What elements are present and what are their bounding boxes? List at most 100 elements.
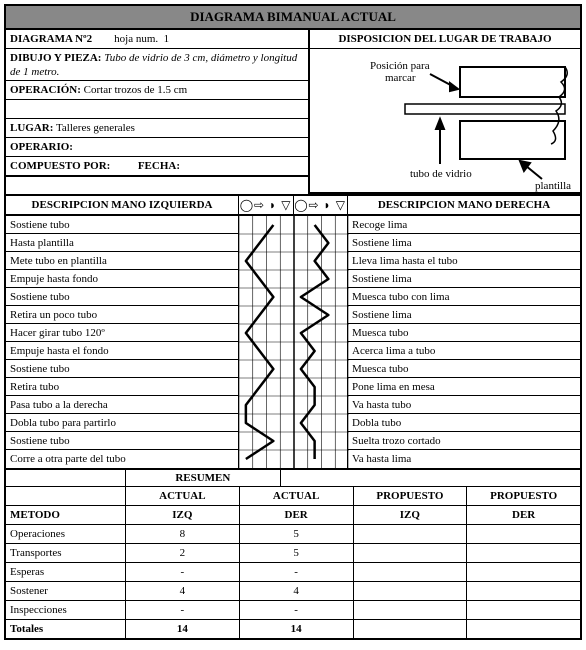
operacion-text: Cortar trozos de 1.5 cm	[84, 84, 188, 96]
step-right: Muesca tubo	[348, 360, 580, 378]
description-header: DESCRIPCION MANO IZQUIERDA ◯⇨◗▽ ◯⇨◗▽ DES…	[6, 194, 580, 216]
summary-cell: Operaciones	[6, 525, 126, 543]
document-frame: DIAGRAMA BIMANUAL ACTUAL DIAGRAMA Nº2 ho…	[4, 4, 582, 640]
fecha-label: FECHA:	[138, 160, 180, 172]
summary-cell: 14	[240, 620, 354, 638]
step-right: Pone lima en mesa	[348, 378, 580, 396]
summary-row: ACTUALACTUALPROPUESTOPROPUESTO	[6, 487, 580, 506]
summary-cell: -	[126, 601, 240, 619]
summary-cell: 5	[240, 525, 354, 543]
resumen-header: RESUMEN	[6, 470, 580, 487]
header-right: DISPOSICION DEL LUGAR DE TRABAJO Posició…	[310, 30, 580, 194]
summary-cell: IZQ	[354, 506, 468, 524]
symbol-icon: ▽	[280, 198, 292, 213]
summary-cell: METODO	[6, 506, 126, 524]
hoja-label: hoja num.	[114, 33, 158, 45]
step-right: Sostiene lima	[348, 306, 580, 324]
summary-cell: Esperas	[6, 563, 126, 581]
step-left: Sostiene tubo	[6, 432, 238, 450]
summary-cell	[467, 525, 580, 543]
step-left: Pasa tubo a la derecha	[6, 396, 238, 414]
lugar-label: LUGAR:	[10, 122, 53, 134]
zigzag-chart	[239, 216, 349, 468]
step-right: Suelta trozo cortado	[348, 432, 580, 450]
step-left: Empuje hasta el fondo	[6, 342, 238, 360]
summary-cell: Inspecciones	[6, 601, 126, 619]
step-right: Muesca tubo	[348, 324, 580, 342]
step-left: Corre a otra parte del tubo	[6, 450, 238, 468]
lugar-text: Talleres generales	[56, 122, 135, 134]
summary-cell: 4	[240, 582, 354, 600]
step-left: Sostiene tubo	[6, 360, 238, 378]
desc-right-title: DESCRIPCION MANO DERECHA	[348, 196, 580, 214]
step-right: Acerca lima a tubo	[348, 342, 580, 360]
step-left: Hacer girar tubo 120º	[6, 324, 238, 342]
symbol-icon: ◯	[240, 198, 252, 213]
summary-cell: -	[240, 601, 354, 619]
steps-left-col: Sostiene tuboHasta plantillaMete tubo en…	[6, 216, 238, 468]
header-row: DIAGRAMA Nº2 hoja num. 1 DIBUJO Y PIEZA:…	[6, 30, 580, 194]
blank-cell	[6, 100, 308, 119]
title-bar: DIAGRAMA BIMANUAL ACTUAL	[6, 6, 580, 30]
steps-chart	[238, 216, 348, 468]
summary-cell	[354, 563, 468, 581]
steps-section: Sostiene tuboHasta plantillaMete tubo en…	[6, 216, 580, 470]
summary-cell	[467, 544, 580, 562]
summary-body: ACTUALACTUALPROPUESTOPROPUESTOMETODO IZQD…	[6, 487, 580, 638]
step-right: Sostiene lima	[348, 234, 580, 252]
operacion-label: OPERACIÓN:	[10, 84, 81, 96]
summary-cell: DER	[240, 506, 354, 524]
plantilla-label: plantilla	[535, 180, 571, 192]
step-right: Va hasta tubo	[348, 396, 580, 414]
summary-cell: 4	[126, 582, 240, 600]
summary-cell	[354, 525, 468, 543]
lugar-cell: LUGAR: Talleres generales	[6, 119, 308, 138]
step-right: Muesca tubo con lima	[348, 288, 580, 306]
summary-row: Inspecciones--	[6, 601, 580, 620]
diagrama-label: DIAGRAMA Nº2	[10, 33, 92, 45]
summary-cell: 5	[240, 544, 354, 562]
summary-cell: -	[240, 563, 354, 581]
summary-row: Totales1414	[6, 620, 580, 638]
step-left: Retira un poco tubo	[6, 306, 238, 324]
summary-cell: 2	[126, 544, 240, 562]
summary-cell: PROPUESTO	[354, 487, 468, 505]
tubo-label: tubo de vidrio	[410, 168, 472, 180]
step-right: Sostiene lima	[348, 270, 580, 288]
summary-cell: Transportes	[6, 544, 126, 562]
summary-cell: 14	[126, 620, 240, 638]
diagrama-cell: DIAGRAMA Nº2 hoja num. 1	[6, 30, 308, 49]
step-left: Empuje hasta fondo	[6, 270, 238, 288]
symbol-header: ◯⇨◗▽ ◯⇨◗▽	[238, 196, 348, 214]
step-left: Dobla tubo para partirlo	[6, 414, 238, 432]
resumen-label: RESUMEN	[126, 470, 281, 486]
summary-cell	[354, 601, 468, 619]
compuesto-label: COMPUESTO POR:	[10, 160, 110, 172]
disposicion-title: DISPOSICION DEL LUGAR DE TRABAJO	[310, 30, 580, 49]
summary-row: Esperas--	[6, 563, 580, 582]
summary-row: Sostener44	[6, 582, 580, 601]
step-left: Sostiene tubo	[6, 216, 238, 234]
step-left: Sostiene tubo	[6, 288, 238, 306]
operario-cell: OPERARIO:	[6, 138, 308, 157]
symbol-icon: ◯	[294, 198, 306, 213]
desc-left-title: DESCRIPCION MANO IZQUIERDA	[6, 196, 238, 214]
posicion-label-2: marcar	[385, 72, 416, 84]
summary-cell: Sostener	[6, 582, 126, 600]
step-left: Retira tubo	[6, 378, 238, 396]
symbol-icon: ⇨	[253, 198, 265, 213]
summary-cell	[467, 563, 580, 581]
summary-cell	[467, 582, 580, 600]
summary-cell	[467, 601, 580, 619]
resumen-blank2	[281, 470, 580, 486]
summary-cell	[354, 620, 468, 638]
summary-cell	[354, 582, 468, 600]
summary-cell: -	[126, 563, 240, 581]
summary-cell: ACTUAL	[126, 487, 240, 505]
symbol-icon: ◗	[321, 198, 333, 213]
summary-cell	[467, 620, 580, 638]
header-left: DIAGRAMA Nº2 hoja num. 1 DIBUJO Y PIEZA:…	[6, 30, 310, 194]
summary-cell: ACTUAL	[240, 487, 354, 505]
summary-cell: DER	[467, 506, 580, 524]
step-left: Mete tubo en plantilla	[6, 252, 238, 270]
